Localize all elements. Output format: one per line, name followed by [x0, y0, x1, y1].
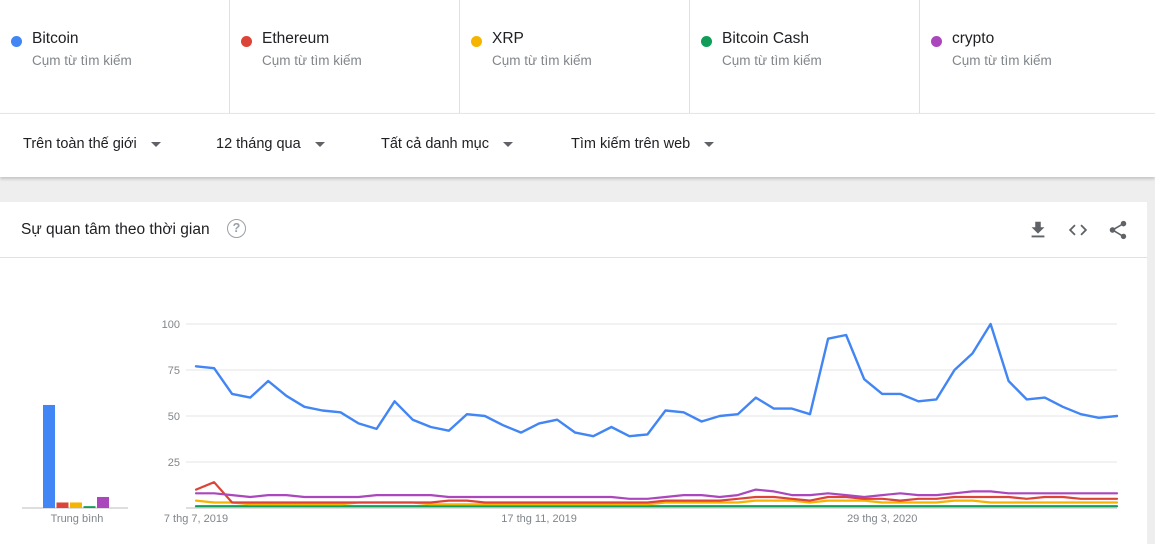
y-tick-label: 75 [168, 365, 180, 377]
term-type: Cụm từ tìm kiếm [952, 53, 1155, 69]
term-name: XRP [492, 30, 689, 48]
card-header: Sự quan tâm theo thời gian ? [0, 202, 1147, 258]
search-terms-bar: Bitcoin Cụm từ tìm kiếm Ethereum Cụm từ … [0, 0, 1155, 113]
series-line-bitcoin[interactable] [196, 324, 1117, 436]
period-label: 12 tháng qua [216, 136, 301, 152]
term-name: Ethereum [262, 30, 459, 48]
period-dropdown[interactable]: 12 tháng qua [216, 136, 325, 152]
interest-over-time-card: Sự quan tâm theo thời gian ? Trung bình … [0, 202, 1147, 544]
card-title: Sự quan tâm theo thời gian [21, 221, 210, 239]
term-color-dot [701, 36, 712, 47]
term-name: Bitcoin [32, 30, 229, 48]
x-tick-label: 17 thg 11, 2019 [501, 513, 577, 525]
term-color-dot [241, 36, 252, 47]
term-type: Cụm từ tìm kiếm [492, 53, 689, 69]
term-type: Cụm từ tìm kiếm [722, 53, 919, 69]
term-color-dot [931, 36, 942, 47]
term-type: Cụm từ tìm kiếm [262, 53, 459, 69]
caret-down-icon [503, 142, 513, 147]
term-card-xrp[interactable]: XRP Cụm từ tìm kiếm [460, 0, 690, 113]
filter-bar: Trên toàn thế giới 12 tháng qua Tất cả d… [0, 113, 1155, 177]
x-tick-label: 7 thg 7, 2019 [164, 513, 228, 525]
term-name: crypto [952, 30, 1155, 48]
term-card-bitcoin-cash[interactable]: Bitcoin Cash Cụm từ tìm kiếm [690, 0, 920, 113]
term-card-ethereum[interactable]: Ethereum Cụm từ tìm kiếm [230, 0, 460, 113]
y-tick-label: 50 [168, 411, 180, 423]
search-type-dropdown[interactable]: Tìm kiếm trên web [571, 136, 714, 152]
term-color-dot [471, 36, 482, 47]
term-card-bitcoin[interactable]: Bitcoin Cụm từ tìm kiếm [0, 0, 230, 113]
caret-down-icon [704, 142, 714, 147]
term-card-crypto[interactable]: crypto Cụm từ tìm kiếm [920, 0, 1155, 113]
term-color-dot [11, 36, 22, 47]
x-tick-label: 29 thg 3, 2020 [847, 513, 917, 525]
y-tick-label: 25 [168, 457, 180, 469]
interest-line-chart: 25 50 75 100 7 thg 7, 2019 17 thg 11, 2019 29… [0, 258, 1147, 544]
y-tick-label: 100 [162, 319, 180, 331]
embed-icon[interactable] [1067, 219, 1089, 241]
category-label: Tất cả danh mục [381, 136, 489, 152]
help-icon[interactable]: ? [227, 219, 246, 238]
download-icon[interactable] [1027, 219, 1049, 241]
category-dropdown[interactable]: Tất cả danh mục [381, 136, 513, 152]
term-name: Bitcoin Cash [722, 30, 919, 48]
caret-down-icon [315, 142, 325, 147]
region-dropdown[interactable]: Trên toàn thế giới [23, 136, 161, 152]
term-type: Cụm từ tìm kiếm [32, 53, 229, 69]
region-label: Trên toàn thế giới [23, 136, 137, 152]
caret-down-icon [151, 142, 161, 147]
share-icon[interactable] [1107, 219, 1129, 241]
search-type-label: Tìm kiếm trên web [571, 136, 690, 152]
